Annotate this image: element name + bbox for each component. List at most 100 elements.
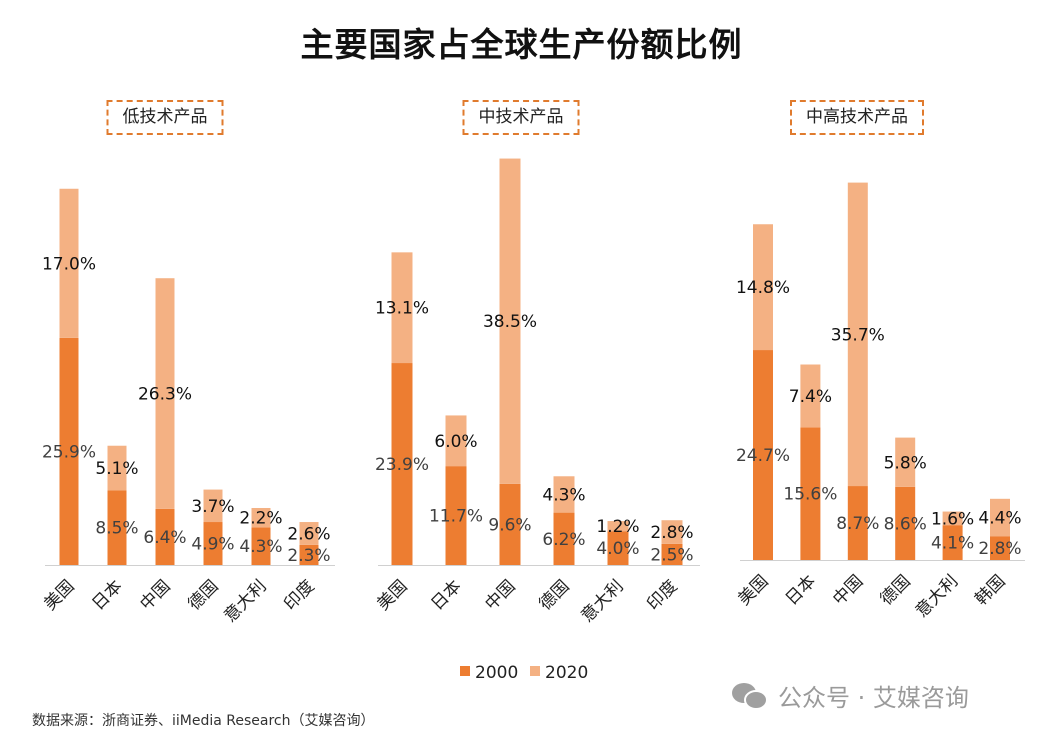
chart-title: 主要国家占全球生产份额比例 [300,25,743,64]
bar-2000 [753,350,773,560]
bar-2000 [203,522,223,565]
data-label-2000: 6.4% [143,528,186,548]
panel-title-mid-high-tech: 中高技术产品 [790,100,924,135]
data-label-2020: 35.7% [831,325,885,345]
bar-2000 [990,536,1010,560]
bar-2000 [299,544,319,565]
bar-2000 [942,525,963,560]
bar-2020 [800,364,821,428]
watermark: 公众号 · 艾媒咨询 [730,678,969,713]
data-label-2000: 2.3% [287,546,330,566]
data-label-2000: 11.7% [429,507,483,527]
category-label: 意大利 [220,576,270,626]
data-label-2000: 8.7% [836,514,879,534]
data-label-2020: 5.1% [95,459,138,479]
data-label-2000: 4.9% [191,535,234,555]
bar-2020 [553,476,575,513]
bar-2020 [661,520,683,544]
category-label: 美国 [40,576,78,614]
category-label: 日本 [782,571,820,609]
wechat-icon [732,682,768,710]
bar-2000 [59,337,79,565]
data-label-2000: 25.9% [42,442,96,462]
category-label: 日本 [427,576,465,614]
bar-2020 [59,188,79,338]
bar-2020 [990,498,1010,537]
data-label-2020: 26.3% [138,385,192,405]
data-label-2020: 2.2% [239,509,282,529]
bar-2000 [847,486,868,560]
category-label: 日本 [88,576,126,614]
bar-2000 [895,486,916,560]
data-label-2020: 1.2% [596,517,639,537]
bar-2000 [661,543,683,565]
data-label-2020: 4.4% [978,509,1021,529]
bar-2000 [445,466,467,565]
bar-2020 [299,522,319,545]
bar-2000 [251,527,271,565]
bar-2000 [800,427,821,560]
data-label-2000: 6.2% [542,530,585,550]
category-label: 美国 [373,576,411,614]
legend-label-2000: 2000 [475,663,518,683]
bar-2000 [107,490,127,565]
bar-2020 [942,511,963,526]
bar-2000 [391,363,413,565]
data-label-2020: 5.8% [884,453,927,473]
data-label-2020: 4.3% [542,485,585,505]
data-label-2000: 4.0% [596,539,639,559]
panel-title-mid-tech: 中技术产品 [462,100,580,135]
data-label-2000: 8.5% [95,519,138,539]
bar-2020 [445,415,467,467]
bar-2020 [607,521,629,532]
data-label-2000: 4.3% [239,537,282,557]
bar-2000 [607,531,629,565]
data-label-2000: 9.6% [488,515,531,535]
bar-2000 [499,483,521,565]
bar-2020 [107,445,127,491]
data-label-2000: 24.7% [736,446,790,466]
category-label: 韩国 [971,571,1009,609]
data-label-2020: 6.0% [434,432,477,452]
data-label-2000: 8.6% [884,514,927,534]
data-label-2020: 7.4% [789,387,832,407]
category-label: 德国 [184,576,222,614]
bar-2020 [391,252,413,364]
bar-2020 [499,158,521,484]
category-label: 德国 [535,576,573,614]
data-label-2020: 14.8% [736,278,790,298]
panel-title-low-tech: 低技术产品 [106,100,224,135]
data-label-2020: 1.6% [931,509,974,529]
data-label-2020: 38.5% [483,312,537,332]
bar-2020 [251,507,271,528]
watermark-text: 公众号 · 艾媒咨询 [778,684,969,712]
bar-2020 [155,278,175,509]
category-label: 意大利 [912,571,962,621]
category-label: 中国 [481,576,519,614]
category-label: 德国 [877,571,915,609]
data-label-2000: 2.8% [978,539,1021,559]
data-label-2020: 13.1% [375,299,429,319]
bar-2020 [203,489,223,523]
bar-2020 [895,437,916,487]
source-note: 数据来源：浙商证券、iiMedia Research（艾媒咨询） [32,713,375,729]
legend-swatch-2020 [530,666,540,676]
data-label-2000: 4.1% [931,534,974,554]
category-label: 印度 [280,576,318,614]
category-label: 美国 [734,571,772,609]
data-label-2000: 23.9% [375,455,429,475]
category-label: 印度 [643,576,681,614]
data-label-2020: 2.6% [287,524,330,544]
data-label-2000: 15.6% [783,485,837,505]
data-label-2000: 2.5% [650,545,693,565]
data-label-2020: 17.0% [42,254,96,274]
legend-swatch-2000 [460,666,470,676]
bar-2000 [553,512,575,565]
bar-2020 [847,182,868,487]
data-label-2020: 3.7% [191,497,234,517]
category-label: 中国 [829,571,867,609]
data-label-2020: 2.8% [650,523,693,543]
bar-2020 [753,224,773,351]
category-label: 中国 [136,576,174,614]
